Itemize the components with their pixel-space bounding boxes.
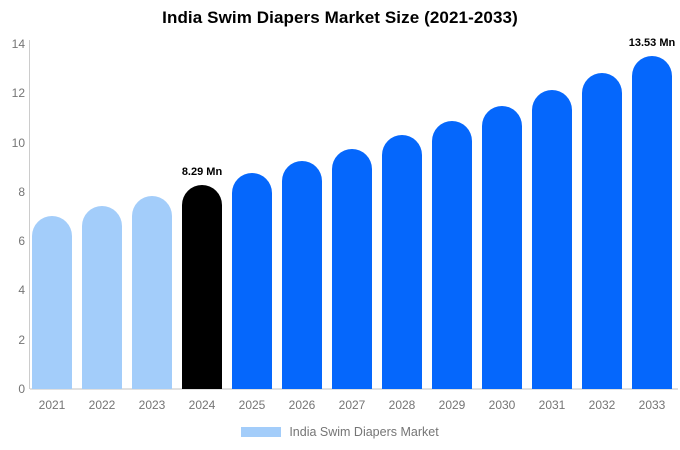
y-tick-label-2: 2 (18, 332, 25, 347)
y-tick-label-10: 10 (11, 135, 25, 150)
bar-2029 (432, 120, 472, 389)
bar-2022 (82, 205, 122, 389)
x-tick-label-2031: 2031 (538, 398, 566, 412)
legend-label[interactable]: India Swim Diapers Market (289, 425, 439, 439)
bar-2023 (132, 195, 172, 389)
y-tick-label-12: 12 (11, 86, 25, 101)
bar-2028 (382, 134, 422, 389)
data-label-2033: 13.53 Mn (628, 36, 676, 49)
x-tick-label-2030: 2030 (488, 398, 516, 412)
x-tick-label-2029: 2029 (438, 398, 466, 412)
legend-swatch[interactable] (241, 427, 282, 437)
y-tick-label-14: 14 (11, 37, 25, 51)
x-tick-label-2028: 2028 (388, 398, 416, 412)
y-tick-label-0: 0 (18, 382, 25, 396)
chart-title: India Swim Diapers Market Size (2021-203… (162, 8, 518, 27)
bar-2032 (582, 73, 622, 389)
legend[interactable]: India Swim Diapers Market (0, 424, 680, 440)
bar-2030 (482, 105, 522, 389)
plot-area (30, 40, 676, 389)
y-axis-line (29, 40, 30, 389)
bar-2027 (332, 148, 372, 389)
x-tick-label-2032: 2032 (588, 398, 616, 412)
bar-2026 (282, 161, 322, 389)
x-axis-line (30, 388, 678, 390)
y-tick-label-4: 4 (18, 283, 25, 298)
x-tick-label-2033: 2033 (638, 398, 666, 412)
bar-2033 (632, 55, 672, 389)
y-tick-label-6: 6 (18, 234, 25, 249)
x-tick-label-2023: 2023 (138, 398, 166, 412)
data-label-2024: 8.29 Mn (181, 165, 223, 178)
x-tick-label-2026: 2026 (288, 398, 316, 412)
x-tick-label-2027: 2027 (338, 398, 366, 412)
x-tick-label-2021: 2021 (38, 398, 66, 412)
bar-2031 (532, 89, 572, 389)
x-tick-label-2025: 2025 (238, 398, 266, 412)
x-tick-label-2024: 2024 (188, 398, 216, 412)
bar-2024 (182, 184, 222, 389)
bar-2025 (232, 173, 272, 389)
x-tick-label-2022: 2022 (88, 398, 116, 412)
y-tick-label-8: 8 (18, 184, 25, 199)
bar-2021 (32, 215, 72, 389)
